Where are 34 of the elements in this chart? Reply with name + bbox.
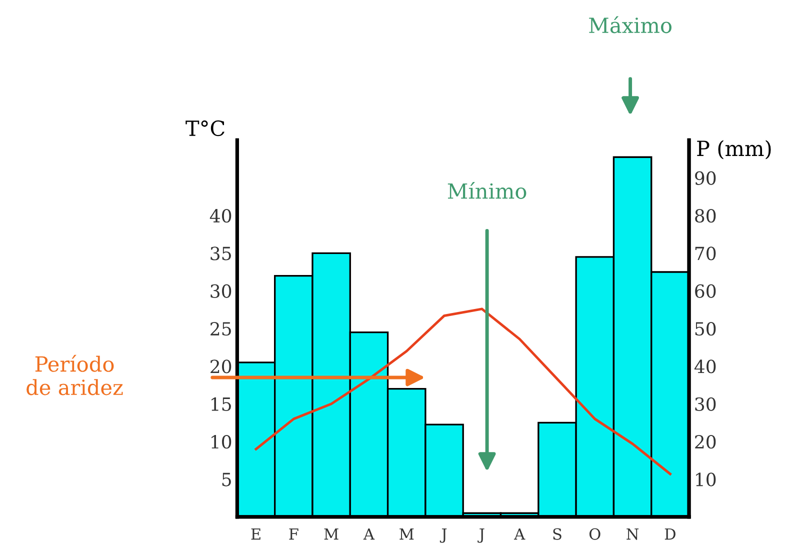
y-tick-label: 20 [210,360,232,374]
x-tick-label: S [553,528,562,540]
annotation: Mínimo [448,182,526,199]
x-tick-label: M [324,528,338,540]
x-tick-label: D [664,528,676,540]
y-axis-title: T°C [186,120,224,136]
x-tick-label: J [440,528,447,543]
x-tick-label: F [289,528,298,540]
y-tick-label: 30 [210,284,232,298]
x-tick-label: A [514,528,526,540]
x-tick-label: E [251,528,260,540]
x-tick-label: J [478,528,484,543]
x-tick-label: N [626,528,639,540]
y2-tick-label: 80 [695,208,716,223]
y2-tick-label: 20 [695,434,716,449]
text: Período de aridez [26,354,123,396]
y2-tick-label: 90 [695,171,716,185]
y2-tick-label: 40 [694,360,716,374]
y-tick-label: 25 [210,322,231,336]
x-tick-label: O [589,528,600,540]
y2-tick-label: 60 [695,284,716,298]
text: Máximo [589,16,672,34]
y2-tick-label: 10 [696,472,716,486]
x-tick-label: M [400,528,414,540]
x-tick-label: A [363,528,375,540]
y-tick-label: 5 [222,472,231,486]
y2-tick-label: 70 [695,246,716,260]
y2-tick-label: 30 [695,397,716,411]
y2-axis-title: P (mm) [697,140,771,160]
y-tick-label: 10 [212,434,232,449]
y2-tick-label: 50 [695,322,716,336]
y-tick-label: 15 [212,397,231,411]
y-tick-label: 35 [210,246,231,260]
y-tick-label: 40 [210,208,232,223]
